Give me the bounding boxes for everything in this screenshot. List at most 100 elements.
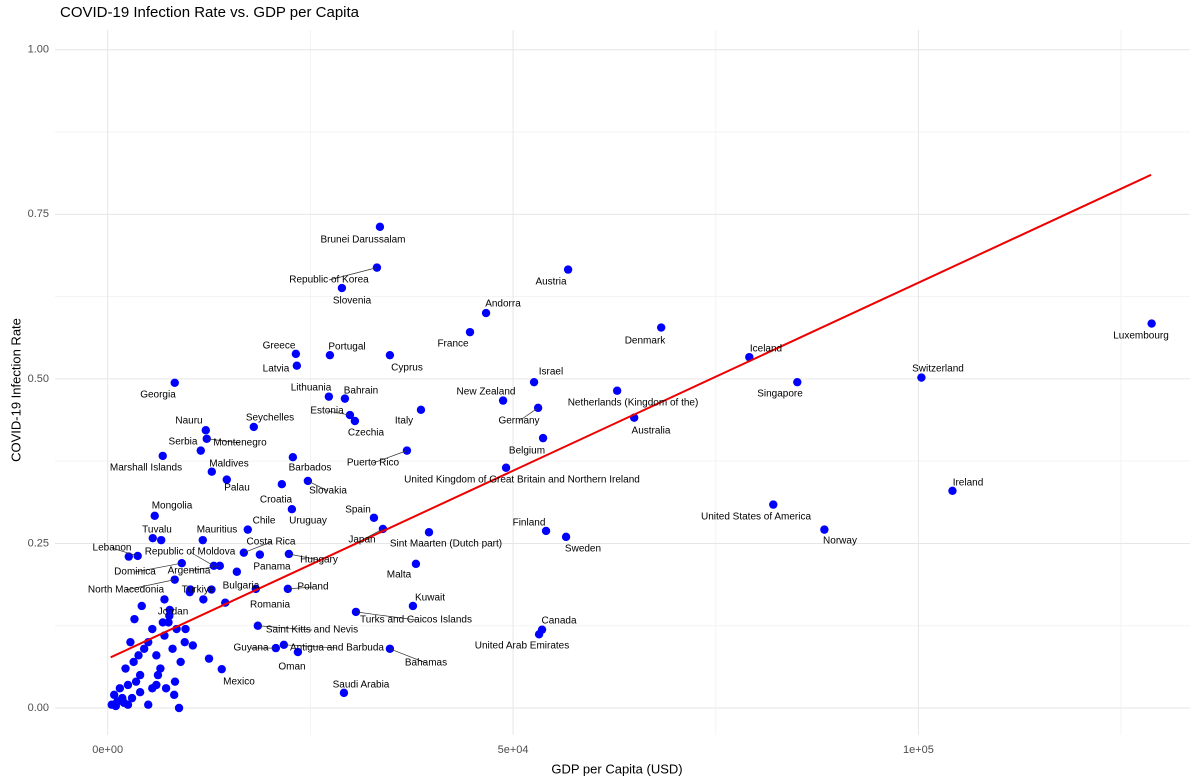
point-label: Andorra [485, 299, 521, 310]
point-label: Japan [348, 535, 375, 546]
x-tick-label: 0e+00 [92, 744, 123, 756]
leader-line [518, 407, 539, 422]
y-axis-title: COVID-19 Infection Rate [8, 318, 23, 462]
leader-line [361, 528, 384, 541]
data-point [158, 618, 168, 627]
data-point [169, 690, 179, 700]
data-point [948, 486, 957, 495]
data-point [284, 549, 294, 559]
leader-line [134, 562, 182, 573]
data-point [202, 434, 211, 443]
leader-line [326, 410, 350, 416]
data-point [279, 640, 289, 650]
data-point [124, 552, 133, 561]
data-point [196, 446, 205, 455]
data-point [134, 651, 143, 660]
data-point [793, 377, 802, 387]
data-point [126, 637, 135, 647]
point-label: Sweden [565, 544, 601, 555]
data-point [139, 644, 149, 653]
data-point [408, 601, 418, 611]
point-label: Croatia [260, 495, 293, 506]
point-label: Chile [253, 516, 276, 527]
data-point [481, 308, 491, 318]
y-tick-label: 1.00 [28, 44, 49, 56]
point-label: Jordan [158, 607, 189, 618]
leader-line [189, 551, 214, 567]
point-label: Slovakia [309, 486, 347, 497]
leader-line [355, 611, 417, 621]
point-label: Switzerland [912, 364, 964, 375]
point-label: United Kingdom of Great Britain and Nort… [404, 475, 640, 486]
point-label: Argentina [168, 566, 211, 577]
data-point [161, 684, 171, 693]
data-point [157, 535, 166, 545]
data-point [165, 611, 174, 621]
point-label: Georgia [140, 390, 176, 401]
data-point [339, 688, 349, 698]
data-point [129, 657, 138, 667]
point-label: Netherlands (Kingdom of the) [568, 398, 699, 409]
leader-line [389, 648, 427, 664]
data-point [170, 677, 180, 686]
leader-line [188, 565, 220, 572]
data-point [222, 475, 231, 484]
data-point [181, 624, 190, 634]
point-label: Czechia [348, 428, 385, 439]
data-point [375, 222, 385, 232]
point-label: Brunei Darussalam [320, 235, 405, 246]
data-point [207, 467, 216, 476]
data-point [115, 684, 125, 693]
data-point [170, 378, 179, 388]
x-tick-label: 5e+04 [498, 744, 529, 756]
data-point [293, 647, 303, 657]
data-point [109, 690, 119, 700]
point-label: France [437, 339, 469, 350]
data-point [198, 535, 207, 545]
leader-line [372, 450, 408, 464]
point-label: Tuvalu [142, 525, 172, 536]
data-point [424, 528, 434, 537]
point-label: Italy [395, 416, 413, 427]
point-label: Republic of Moldova [145, 547, 236, 558]
point-label: Denmark [625, 336, 667, 347]
data-point [534, 630, 544, 639]
data-point [160, 595, 169, 604]
data-point [465, 327, 475, 337]
point-label: Türkiye [182, 585, 215, 596]
data-point [303, 476, 313, 486]
data-point [135, 670, 145, 680]
leader-line [257, 625, 313, 631]
data-point [820, 525, 829, 534]
data-point [656, 323, 666, 332]
data-point [180, 637, 189, 647]
point-label: Saudi Arabia [333, 680, 390, 691]
data-point [123, 680, 133, 690]
leader-line [243, 541, 272, 553]
point-label: Latvia [263, 364, 290, 375]
data-point [385, 350, 395, 360]
data-point [541, 526, 551, 536]
point-label: Bulgaria [223, 581, 260, 592]
leader-line [287, 586, 314, 590]
point-label: Uruguay [289, 516, 327, 527]
point-label: Austria [535, 277, 567, 288]
leader-line [288, 553, 320, 561]
data-point [561, 532, 571, 542]
data-point [168, 644, 177, 653]
leader-line [328, 267, 378, 281]
data-point [350, 416, 360, 426]
data-point [135, 688, 145, 697]
point-label: Cyprus [391, 363, 423, 374]
data-point [148, 684, 157, 693]
data-point [188, 641, 198, 650]
point-label: Australia [632, 426, 671, 437]
point-label: Puerto Rico [347, 458, 400, 469]
data-point [232, 567, 242, 576]
data-point [158, 451, 167, 461]
point-label: Hungary [300, 555, 338, 566]
data-point [137, 601, 146, 611]
point-label: Luxembourg [1113, 331, 1169, 342]
leader-line [111, 547, 138, 557]
data-point [121, 664, 130, 673]
